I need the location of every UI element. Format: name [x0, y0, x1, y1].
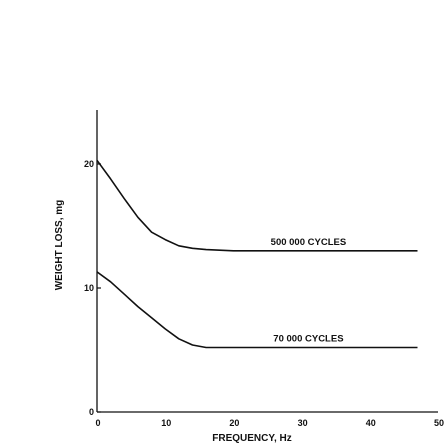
annotation-70000-cycles: 70 000 CYCLES — [273, 334, 343, 345]
x-tick-label-10: 10 — [161, 418, 171, 428]
x-axis-label: FREQUENCY, Hz — [212, 433, 291, 444]
y-tick-label-10: 10 — [84, 283, 94, 293]
x-tick-label-20: 20 — [229, 418, 239, 428]
x-tick-label-40: 40 — [366, 418, 376, 428]
x-tick-label-30: 30 — [298, 418, 308, 428]
x-tick-label-50: 50 — [434, 418, 444, 428]
y-axis-label: WEIGHT LOSS, mg — [54, 200, 65, 291]
series-line-70000-cycles — [96, 271, 418, 349]
x-tick-label-0: 0 — [95, 418, 100, 428]
y-tick-label-20: 20 — [84, 159, 94, 169]
annotation-500000-cycles: 500 000 CYCLES — [271, 237, 347, 248]
y-tick-label-0: 0 — [89, 407, 94, 417]
series-line-500000-cycles — [96, 159, 418, 252]
